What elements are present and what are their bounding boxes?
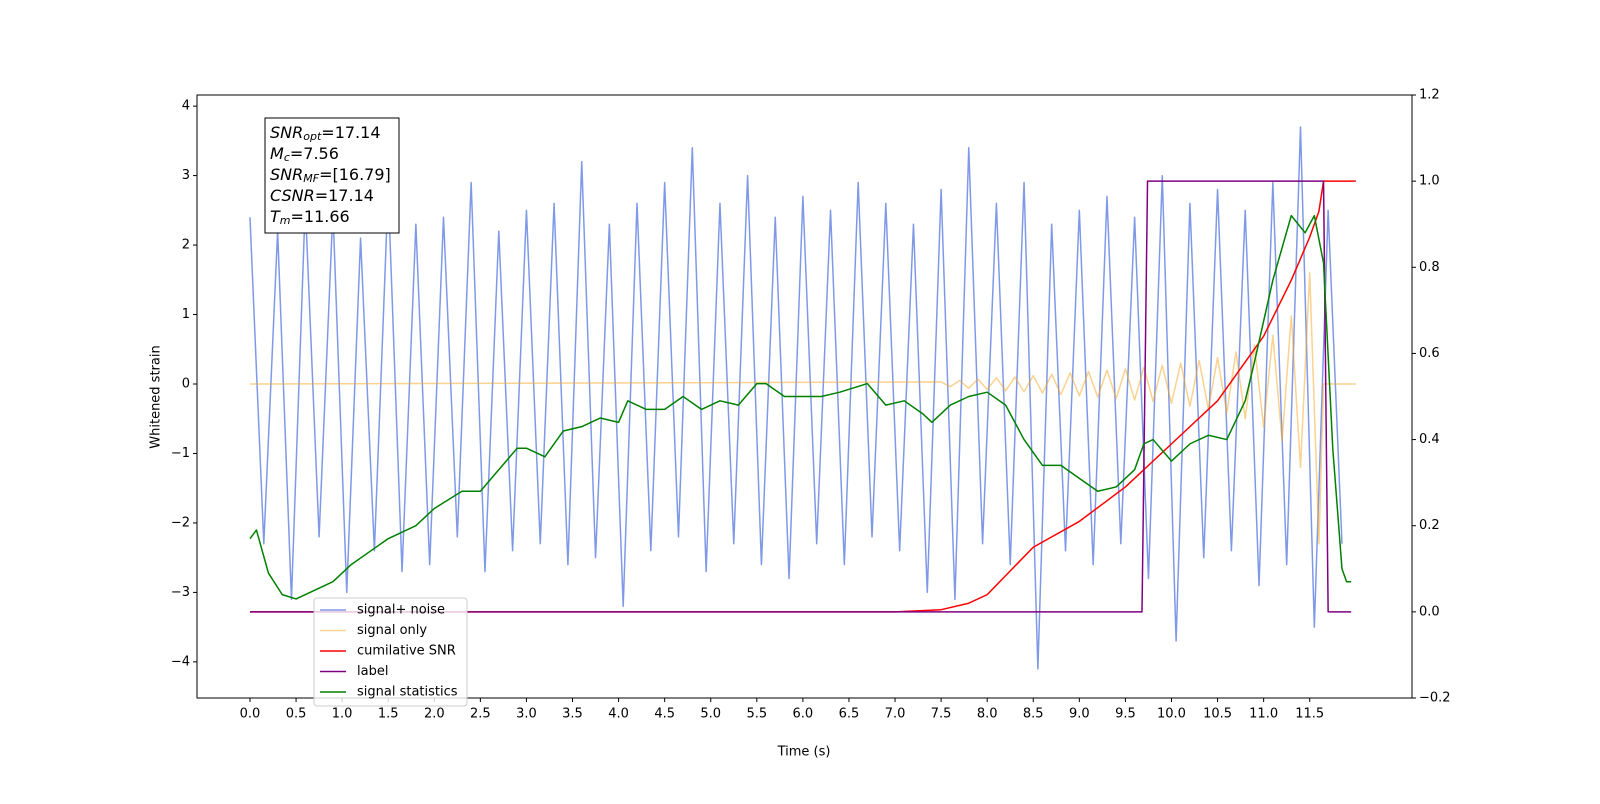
annotation-symbol: CSNR: [270, 186, 315, 205]
y-tick-label: −4: [171, 654, 190, 669]
y2-tick-label: 0.2: [1419, 518, 1440, 533]
series-line: [249, 126, 1343, 670]
x-axis-label: Time (s): [777, 745, 831, 760]
y-tick-label: −3: [171, 585, 190, 600]
x-tick-label: 7.0: [885, 707, 906, 722]
series-line: [249, 180, 1356, 613]
y2-tick-label: 0.0: [1419, 604, 1440, 619]
x-tick-label: 9.5: [1115, 707, 1136, 722]
y2-tick-label: 1.0: [1419, 174, 1440, 189]
y-tick-label: −1: [171, 446, 190, 461]
x-tick-label: 2.0: [424, 707, 445, 722]
annotation-subscript: MF: [303, 172, 319, 185]
annotation-value: =7.56: [290, 144, 339, 163]
x-tick-label: 3.5: [562, 707, 583, 722]
y-tick-label: −2: [171, 515, 190, 530]
annotation-line: Tm=11.66: [270, 207, 350, 228]
y2-tick-label: 0.6: [1419, 346, 1440, 361]
annotation-subscript: m: [280, 214, 291, 227]
legend-label: signal only: [357, 623, 427, 638]
legend-label: label: [357, 664, 388, 679]
x-tick-label: 6.0: [793, 707, 814, 722]
annotation-subscript: opt: [303, 130, 322, 143]
annotation-line: CSNR=17.14: [270, 186, 374, 205]
annotation-line: SNRMF=[16.79]: [270, 165, 391, 186]
legend-frame: [313, 597, 468, 707]
x-tick-label: 6.5: [839, 707, 860, 722]
y2-tick-label: 0.4: [1419, 432, 1440, 447]
x-tick-label: 1.0: [332, 707, 353, 722]
x-tick-label: 5.5: [746, 707, 767, 722]
y-tick-label: 4: [182, 99, 190, 114]
annotation-symbol: M: [270, 144, 284, 163]
x-tick-label: 4.5: [654, 707, 675, 722]
x-tick-label: 10.0: [1157, 707, 1186, 722]
annotation-value: =17.14: [321, 123, 380, 142]
legend-label: cumilative SNR: [357, 644, 456, 659]
y-tick-label: 3: [182, 168, 190, 183]
y-tick-label: 0: [182, 376, 190, 391]
y-tick-label: 1: [182, 307, 190, 322]
annotation-line: SNRopt=17.14: [270, 123, 381, 144]
x-tick-label: 0.0: [240, 707, 261, 722]
x-tick-label: 9.0: [1069, 707, 1090, 722]
y2-tick-label: 1.2: [1419, 88, 1440, 103]
x-tick-label: 8.5: [1023, 707, 1044, 722]
x-tick-label: 2.5: [470, 707, 491, 722]
x-tick-label: 7.5: [931, 707, 952, 722]
annotation-subscript: c: [284, 151, 290, 164]
x-tick-label: 10.5: [1203, 707, 1232, 722]
annotation-frame: [264, 117, 400, 234]
x-tick-label: 11.0: [1249, 707, 1278, 722]
y2-tick-label: 0.8: [1419, 260, 1440, 275]
x-tick-label: 4.0: [608, 707, 629, 722]
plot-area: [249, 126, 1356, 670]
annotation-symbol: SNR: [270, 165, 303, 184]
annotation-value: =17.14: [315, 186, 374, 205]
legend-label: signal statistics: [357, 685, 458, 700]
x-tick-label: 1.5: [378, 707, 399, 722]
y2-tick-label: −0.2: [1419, 691, 1451, 706]
axes-frame: [196, 94, 1413, 699]
series-line: [249, 180, 1352, 613]
annotation-symbol: SNR: [270, 123, 303, 142]
annotation-symbol: T: [270, 207, 281, 226]
y-axis-label: Whitened strain: [149, 345, 164, 448]
x-tick-label: 8.0: [977, 707, 998, 722]
legend: signal+ noise signal only cumilative SNR la…: [313, 597, 468, 707]
series-line: [249, 214, 1352, 600]
x-tick-label: 0.5: [286, 707, 307, 722]
x-tick-label: 11.5: [1295, 707, 1324, 722]
x-tick-label: 5.0: [700, 707, 721, 722]
legend-label: signal+ noise: [357, 603, 445, 618]
annotation-value: =[16.79]: [319, 165, 391, 184]
annotation-box: SNRopt=17.14Mc=7.56SNRMF=[16.79]CSNR=17.…: [264, 117, 400, 234]
x-tick-label: 3.0: [516, 707, 537, 722]
annotation-value: =11.66: [291, 207, 350, 226]
y-tick-label: 2: [182, 238, 190, 253]
series-line: [249, 272, 1356, 545]
annotation-line: Mc=7.56: [270, 144, 339, 165]
